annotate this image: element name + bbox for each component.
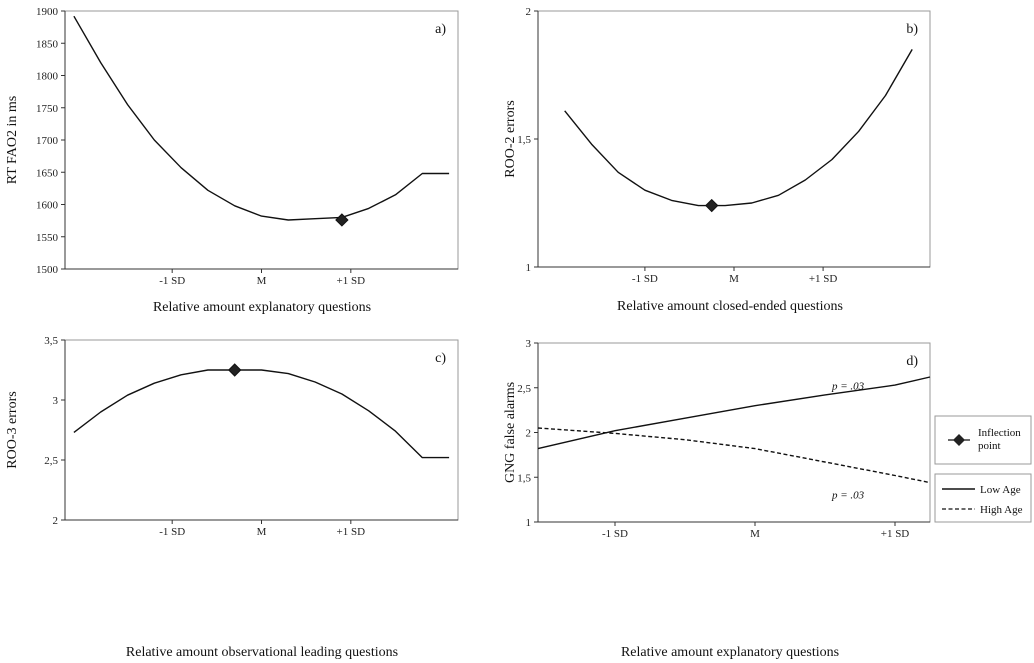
- y-axis-label: ROO-2 errors: [503, 100, 518, 177]
- y-tick-label: 1: [526, 517, 532, 529]
- y-tick-label: 1,5: [517, 472, 531, 484]
- y-tick-label: 2,5: [44, 455, 58, 467]
- y-axis-label: GNG false alarms: [503, 382, 518, 483]
- chart-panel-3: 2 2,5 3 3,5 -1 SD M +1 SD Relative amount obser…: [5, 335, 459, 660]
- y-tick-label: 1550: [36, 232, 59, 244]
- plot-frame: [64, 10, 459, 270]
- x-tick-label: -1 SD: [159, 275, 185, 287]
- legend-low-age-label: Low Age: [980, 484, 1021, 496]
- panel-label: b): [906, 22, 918, 37]
- y-axis-label: RT FAO2 in ms: [5, 96, 20, 185]
- y-tick-label: 2: [526, 428, 532, 440]
- y-tick-label: 1600: [36, 200, 59, 212]
- chart-panel-1: 1500 1550 1600 1650 1700 1750 1800 1850 1900 -1 S…: [5, 6, 459, 315]
- x-axis-label: Relative amount observational leading qu…: [126, 645, 398, 660]
- p-value-annotation: p = .03: [831, 381, 865, 393]
- inflection-marker: [227, 363, 242, 377]
- x-tick-label: M: [750, 528, 760, 540]
- y-tick-label: 2,5: [517, 383, 531, 395]
- y-tick-label: 1900: [36, 6, 59, 18]
- y-tick-label: 1800: [36, 71, 59, 83]
- series-line-1: [73, 369, 450, 459]
- plot-frame: [64, 339, 459, 521]
- y-tick-label: 3,5: [44, 335, 58, 347]
- series-line-1: [73, 15, 450, 221]
- y-axis-label: ROO-3 errors: [5, 391, 20, 468]
- y-tick-label: 2: [526, 6, 532, 18]
- y-tick-label: 3: [526, 338, 532, 350]
- panel-label: a): [435, 22, 446, 37]
- y-tick-label: 1700: [36, 135, 59, 147]
- legend-inflection-label-line2: point: [978, 440, 1001, 452]
- x-tick-label: -1 SD: [632, 273, 658, 285]
- y-tick-label: 1750: [36, 103, 59, 115]
- x-tick-label: +1 SD: [337, 526, 366, 538]
- chart-panel-4: 1 1,5 2 2,5 3 -1 SD M +1 SD Relative amount expl…: [503, 338, 931, 660]
- x-tick-label: +1 SD: [881, 528, 910, 540]
- inflection-marker: [335, 213, 349, 227]
- inflection-marker: [705, 198, 719, 213]
- y-tick-label: 1500: [36, 264, 59, 276]
- legend-inflection-label-line1: Inflection: [978, 427, 1021, 439]
- series-line-high-age: [537, 427, 931, 484]
- x-tick-label: -1 SD: [602, 528, 628, 540]
- x-tick-label: -1 SD: [159, 526, 185, 538]
- legend-inflection-marker: [953, 434, 965, 446]
- plot-frame: [537, 10, 931, 268]
- y-tick-label: 1,5: [517, 134, 531, 146]
- x-tick-label: +1 SD: [337, 275, 366, 287]
- series-line-1: [564, 49, 913, 207]
- y-tick-label: 2: [53, 515, 59, 527]
- legend-high-age-label: High Age: [980, 504, 1023, 516]
- x-tick-label: M: [257, 275, 267, 287]
- y-tick-label: 1: [526, 262, 532, 274]
- panel-label: c): [435, 351, 446, 366]
- x-axis-label: Relative amount explanatory questions: [621, 645, 839, 660]
- series-line-low-age: [537, 376, 931, 450]
- x-tick-label: +1 SD: [809, 273, 838, 285]
- y-tick-label: 3: [53, 395, 59, 407]
- panel-label: d): [906, 354, 918, 369]
- x-tick-label: M: [729, 273, 739, 285]
- legend-box-age: [934, 473, 1032, 523]
- chart-panel-2: 1 1,5 2 -1 SD M +1 SD Relative amount closed-e…: [503, 6, 931, 314]
- p-value-annotation: p = .03: [831, 490, 865, 502]
- x-axis-label: Relative amount explanatory questions: [153, 300, 371, 315]
- y-tick-label: 1850: [36, 38, 59, 50]
- x-tick-label: M: [257, 526, 267, 538]
- y-tick-label: 1650: [36, 167, 59, 179]
- x-axis-label: Relative amount closed-ended questions: [617, 299, 843, 314]
